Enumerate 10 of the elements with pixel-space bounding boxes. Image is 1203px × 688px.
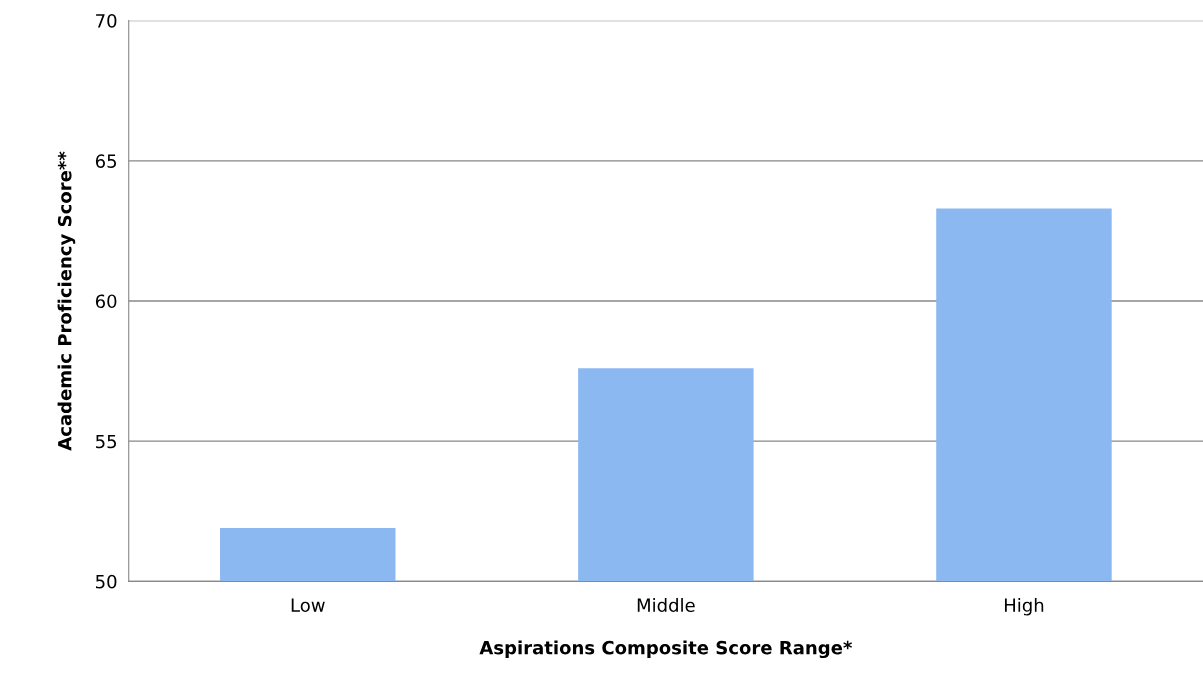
y-tick-label: 65 (95, 154, 117, 168)
y-axis-title: Academic Proficiency Score** (57, 151, 76, 451)
x-tick-label: High (1004, 598, 1044, 616)
x-axis-title: Aspirations Composite Score Range* (479, 640, 853, 659)
y-tick-label: 60 (95, 294, 117, 309)
x-tick-label: Low (291, 598, 325, 612)
y-tick-label: 70 (96, 14, 117, 28)
y-tick-label: 50 (96, 574, 117, 589)
x-tick-label: Middle (637, 598, 695, 612)
y-tick-label: 55 (96, 434, 117, 449)
